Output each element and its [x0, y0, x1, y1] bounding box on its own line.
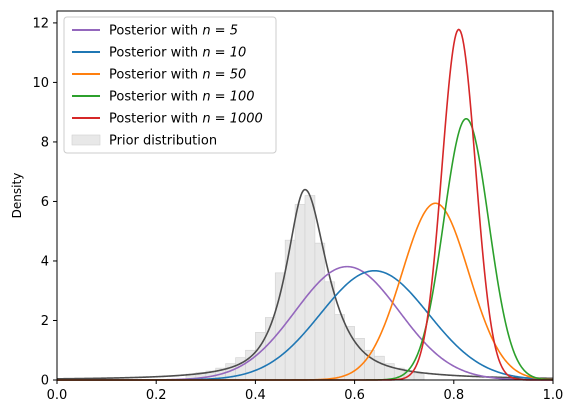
- legend-label-3: Posterior with n = 100: [109, 90, 255, 105]
- prior-curve: [56, 188, 554, 380]
- y-tick-label-5: 10: [32, 76, 49, 91]
- prior-histogram: [185, 195, 425, 381]
- y-axis: 0 2 4 6 8 10 12: [32, 16, 57, 389]
- legend-box: [63, 16, 277, 154]
- plot-frame: [56, 10, 554, 381]
- x-tick-label-4: 0.8: [443, 388, 464, 403]
- x-tick-label-5: 1.0: [543, 388, 564, 403]
- x-axis: 0.0 0.2 0.4 0.6 0.8 1.0: [47, 380, 564, 403]
- y-tick-label-0: 0: [41, 374, 49, 389]
- legend: Posterior with n = 5 Posterior with n = 1…: [63, 16, 277, 154]
- legend-label-prior: Prior distribution: [109, 134, 217, 149]
- plot-area: [56, 28, 554, 381]
- prior-hist-bar-19: [374, 355, 385, 381]
- y-tick-label-4: 8: [41, 135, 49, 150]
- prior-hist-bar-11: [294, 204, 306, 381]
- y-axis-label: Density: [10, 173, 24, 219]
- y-tick-label-6: 12: [32, 16, 49, 31]
- y-tick-label-1: 2: [41, 314, 49, 329]
- x-tick-label-2: 0.4: [245, 388, 266, 403]
- x-tick-label-1: 0.2: [146, 388, 167, 403]
- legend-label-4: Posterior with n = 1000: [109, 112, 263, 127]
- legend-label-0: Posterior with n = 5: [109, 24, 238, 39]
- y-tick-label-2: 4: [41, 254, 49, 269]
- prior-hist-bar-23: [413, 373, 425, 381]
- legend-label-2: Posterior with n = 50: [109, 68, 246, 83]
- prior-hist-bar-13: [314, 242, 326, 381]
- legend-label-1: Posterior with n = 10: [109, 46, 246, 61]
- prior-hist-bar-15: [334, 314, 345, 381]
- prior-hist-bar-14: [324, 281, 336, 381]
- legend-swatch-prior: [71, 134, 101, 146]
- x-tick-label-0: 0.0: [47, 388, 68, 403]
- y-tick-label-3: 6: [41, 195, 49, 210]
- x-tick-label-3: 0.6: [344, 388, 365, 403]
